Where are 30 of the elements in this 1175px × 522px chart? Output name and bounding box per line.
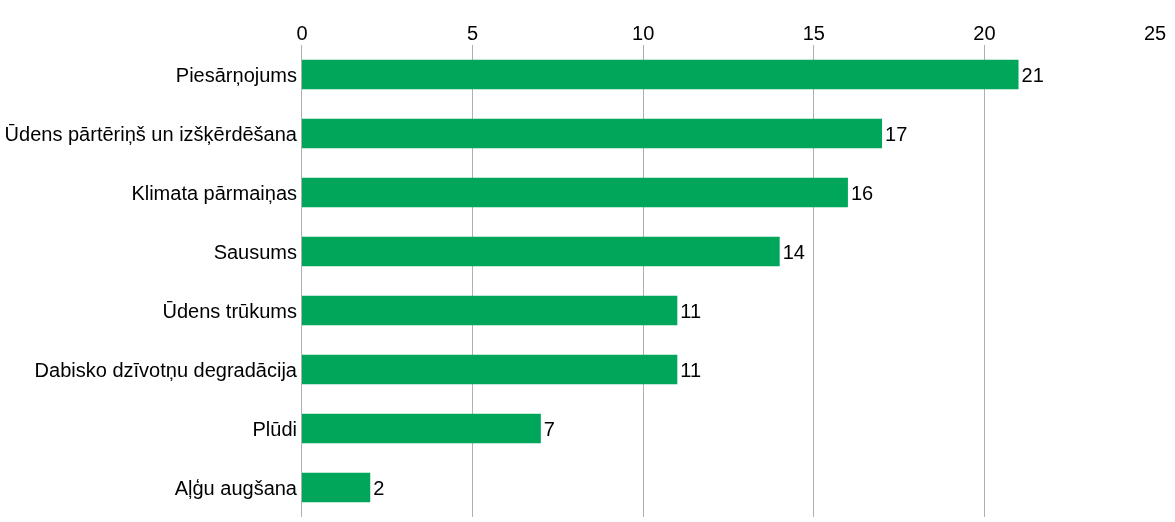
x-tick-label: 20 bbox=[973, 22, 996, 44]
y-tick-label: Piesārņojums bbox=[175, 63, 297, 86]
x-tick-label: 10 bbox=[632, 22, 655, 44]
data-label: 2 bbox=[373, 476, 385, 499]
bar bbox=[302, 295, 678, 326]
bar bbox=[302, 236, 780, 267]
data-label: 11 bbox=[680, 358, 702, 381]
y-tick-label: Dabisko dzīvotņu degradācija bbox=[34, 358, 298, 381]
y-tick-label: Aļģu augšana bbox=[174, 476, 298, 499]
y-tick-label: Ūdens trūkums bbox=[162, 299, 297, 322]
data-label: 21 bbox=[1021, 63, 1044, 86]
x-tick-label: 0 bbox=[296, 22, 308, 44]
data-label: 17 bbox=[885, 122, 908, 145]
data-label: 7 bbox=[543, 417, 555, 440]
x-tick-label: 25 bbox=[1143, 22, 1167, 44]
bar bbox=[302, 59, 1019, 90]
bar bbox=[302, 118, 883, 149]
data-label: 11 bbox=[680, 299, 702, 322]
y-tick-label: Plūdi bbox=[252, 417, 297, 440]
x-tick-label: 15 bbox=[802, 22, 825, 44]
y-tick-label: Ūdens pārtēriņš un izšķērdēšana bbox=[4, 122, 298, 145]
bar bbox=[302, 177, 848, 208]
y-tick-label: Klimata pārmaiņas bbox=[131, 181, 297, 204]
bar bbox=[302, 354, 678, 385]
data-label: 16 bbox=[850, 181, 874, 204]
data-label: 14 bbox=[782, 240, 805, 263]
y-tick-label: Sausums bbox=[213, 240, 297, 263]
bar bbox=[302, 413, 541, 444]
x-tick-label: 5 bbox=[467, 22, 479, 44]
bar bbox=[302, 472, 371, 503]
